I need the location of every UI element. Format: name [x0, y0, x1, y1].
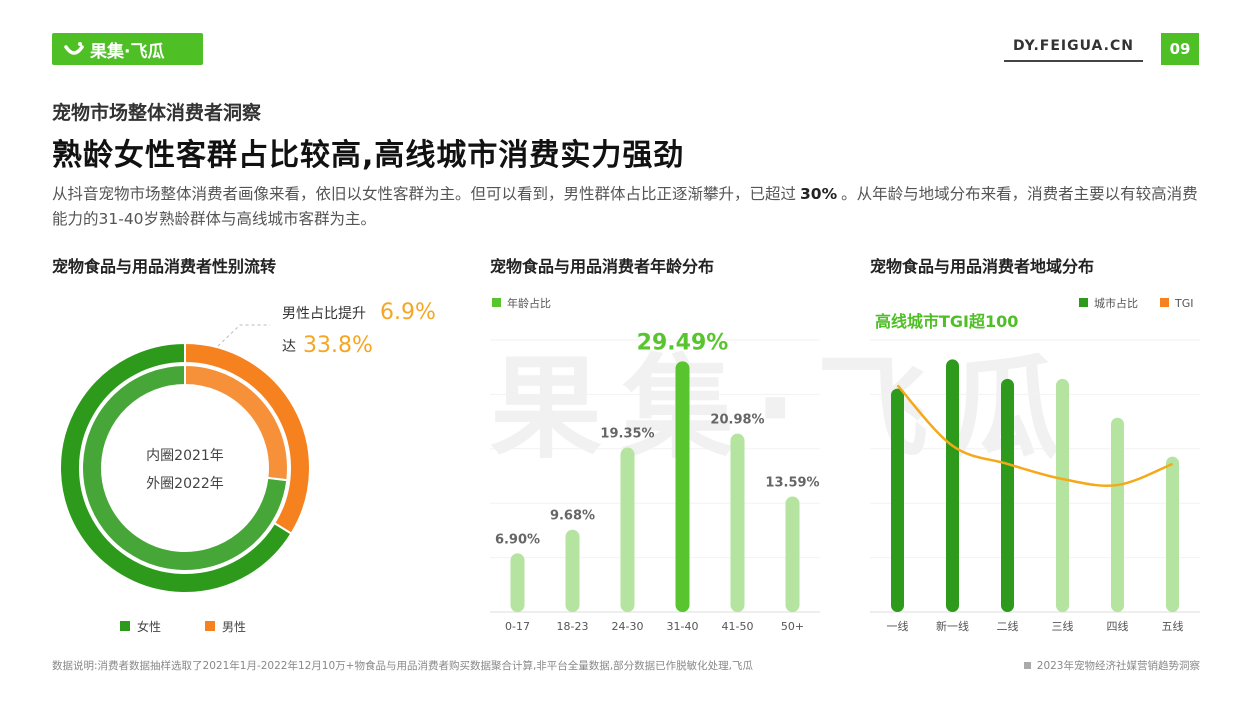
donut-center-line2: 外圈2022年 [146, 476, 224, 492]
age-bar-24-30 [620, 447, 635, 612]
brand-name: 果集·飞瓜 [90, 41, 165, 62]
age-bar-50+ [785, 496, 800, 612]
legend-label-TGI: TGI [1174, 297, 1194, 310]
annotation-value1: 6.9% [380, 300, 436, 325]
age-bar-label-31-40: 29.49% [637, 330, 729, 355]
region-panel-title: 宠物食品与用品消费者地域分布 [870, 257, 1095, 276]
region-bar-一线 [891, 388, 904, 612]
region-bar-三线 [1056, 378, 1069, 612]
annotation-leader-line [217, 324, 270, 347]
region-tick-三线: 三线 [1052, 619, 1074, 633]
region-tick-一线: 一线 [887, 619, 909, 633]
page-title: 熟龄女性客群占比较高,高线城市消费实力强劲 [52, 138, 685, 173]
donut-center-line1: 内圈2021年 [146, 448, 224, 464]
legend-label-女性: 女性 [137, 619, 161, 634]
legend-swatch-age [492, 298, 501, 307]
region-bar-四线 [1111, 417, 1124, 612]
region-tick-二线: 二线 [997, 619, 1019, 633]
age-bar-31-40 [675, 361, 690, 612]
region-tick-四线: 四线 [1107, 619, 1129, 633]
footer-report: 2023年宠物经济社媒营销趋势洞察 [1023, 658, 1200, 673]
annotation-value2: 33.8% [303, 333, 373, 358]
donut-slice-outer-女性 [59, 341, 293, 594]
region-bar-五线 [1166, 456, 1179, 612]
site-url[interactable]: DY.FEIGUA.CN [1004, 38, 1143, 62]
gender-panel-title: 宠物食品与用品消费者性别流转 [52, 257, 277, 276]
age-bar-label-18-23: 9.68% [550, 509, 595, 524]
legend-swatch-TGI [1160, 298, 1169, 307]
logo-icon [64, 42, 84, 55]
legend-label-age: 年龄占比 [507, 296, 551, 310]
age-panel-title: 宠物食品与用品消费者年龄分布 [490, 257, 715, 276]
description: 从抖音宠物市场整体消费者画像来看，依旧以女性客群为主。但可以看到，男性群体占比正… [52, 182, 1202, 232]
annotation-line1: 男性占比提升 [282, 306, 366, 322]
desc-part2: 。从年龄与地域分布来看，消费者主要以有较高消费能力的31-40岁熟龄群体与高线城… [52, 185, 1198, 228]
tgi-line [896, 384, 1173, 487]
age-bar-0-17 [510, 553, 525, 612]
section-subtitle: 宠物市场整体消费者洞察 [52, 102, 262, 124]
region-bar-新一线 [946, 359, 959, 612]
age-bar-41-50 [730, 433, 745, 612]
donut-slice-inner-女性 [81, 363, 289, 572]
age-tick-31-40: 31-40 [667, 620, 699, 633]
region-bar-chart: 城市占比 TGI 高线城市TGI超100 一线 新一线 二线 三线 四线 五线 [870, 296, 1200, 633]
footer-report-text: 2023年宠物经济社媒营销趋势洞察 [1036, 660, 1200, 672]
age-tick-18-23: 18-23 [557, 620, 589, 633]
legend-swatch-城市占比 [1079, 298, 1088, 307]
age-bar-label-50+: 13.59% [765, 475, 819, 490]
legend-label-男性: 男性 [222, 620, 246, 634]
footer-note: 数据说明:消费者数据抽样选取了2021年1月-2022年12月10万+物食品与用… [52, 660, 753, 672]
square-icon [1023, 662, 1031, 669]
age-tick-50+: 50+ [781, 620, 804, 633]
age-tick-24-30: 24-30 [612, 620, 644, 633]
age-bar-label-24-30: 19.35% [600, 427, 654, 442]
age-bar-18-23 [565, 529, 580, 612]
legend-swatch-女性 [120, 621, 130, 631]
region-bar-二线 [1001, 378, 1014, 612]
page-number: 09 [1161, 33, 1199, 65]
age-bar-label-41-50: 20.98% [710, 413, 764, 428]
desc-part1: 从抖音宠物市场整体消费者画像来看，依旧以女性客群为主。但可以看到，男性群体占比正… [52, 185, 797, 203]
desc-bold: 30% [800, 185, 838, 203]
age-bar-label-0-17: 6.90% [495, 532, 540, 547]
region-tick-新一线: 新一线 [936, 619, 969, 633]
brand-logo: 果集·飞瓜 [52, 33, 203, 65]
legend-swatch-男性 [205, 621, 215, 631]
region-tick-五线: 五线 [1162, 619, 1184, 633]
age-tick-41-50: 41-50 [722, 620, 754, 633]
legend-label-城市占比: 城市占比 [1094, 296, 1138, 310]
annotation-line2: 达 [282, 339, 296, 355]
tgi-annotation: 高线城市TGI超100 [875, 312, 1018, 331]
age-bar-chart: 年龄占比 6.90% 0-17 9.68% 18-23 19.35% 24-30 29.49%… [490, 296, 820, 633]
age-tick-0-17: 0-17 [505, 620, 530, 633]
